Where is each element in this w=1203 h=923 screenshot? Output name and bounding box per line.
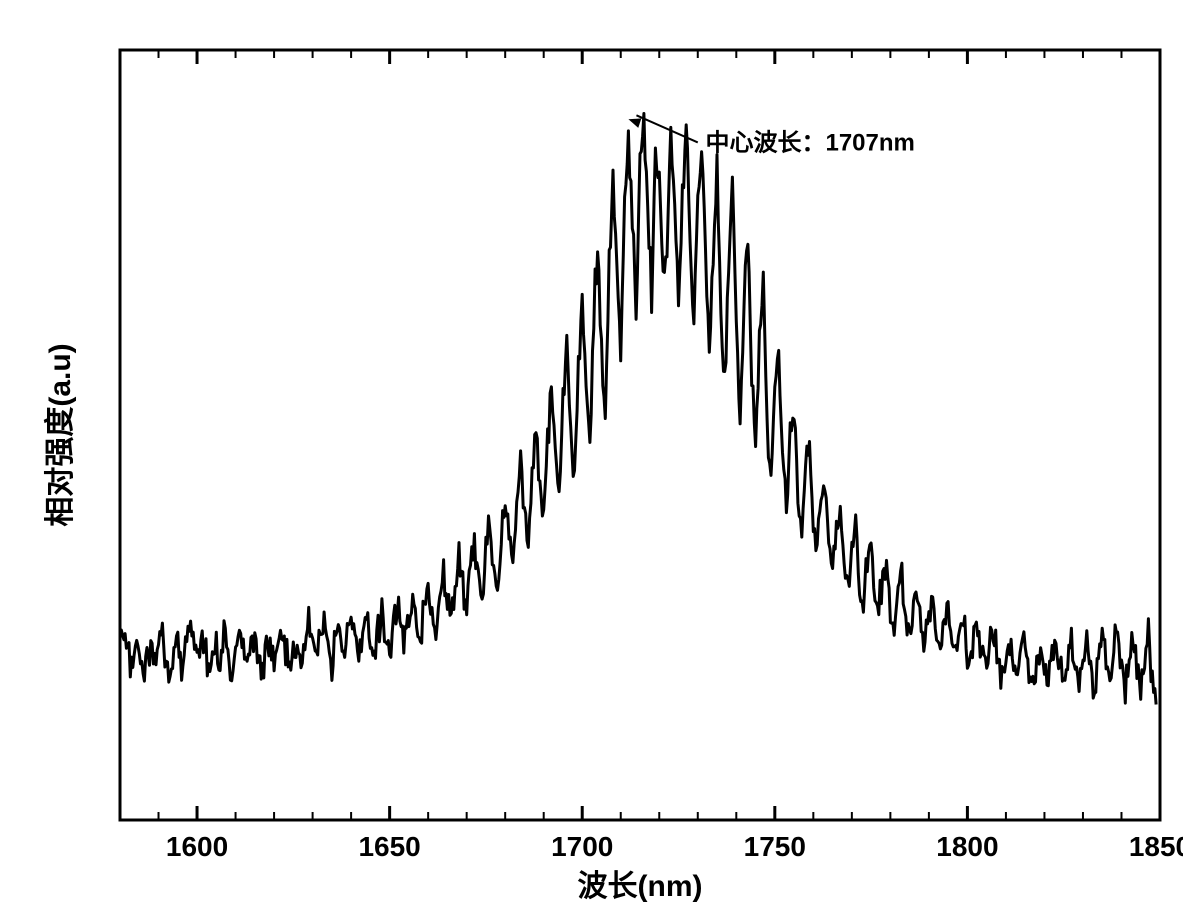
svg-text:1700: 1700 xyxy=(551,831,613,862)
svg-text:1750: 1750 xyxy=(744,831,806,862)
svg-text:1800: 1800 xyxy=(936,831,998,862)
svg-text:1850: 1850 xyxy=(1129,831,1183,862)
svg-text:1650: 1650 xyxy=(358,831,420,862)
chart-container: 1600 1650 1700 1750 1800 1850 波长(nm) 相对强度(a.u) 中… xyxy=(20,20,1183,903)
y-axis-label: 相对强度(a.u) xyxy=(44,343,77,526)
peak-annotation: 中心波长：1707nm xyxy=(705,129,914,156)
x-axis-label: 波长(nm) xyxy=(578,870,703,903)
spectrum-line xyxy=(120,114,1156,705)
spectrum-chart: 1600 1650 1700 1750 1800 1850 波长(nm) 相对强度(a.u) 中… xyxy=(20,20,1183,903)
svg-text:1600: 1600 xyxy=(166,831,228,862)
